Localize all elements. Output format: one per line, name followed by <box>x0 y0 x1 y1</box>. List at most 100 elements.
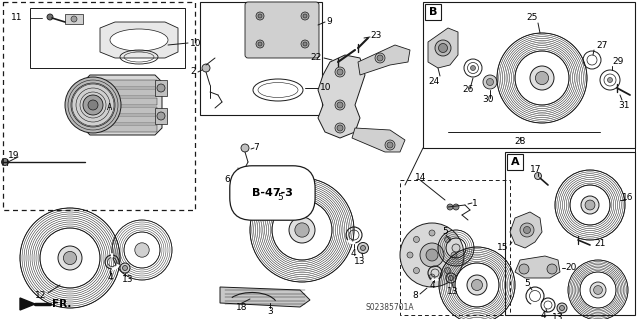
Text: 10: 10 <box>320 84 332 93</box>
Circle shape <box>135 243 149 257</box>
Text: 5: 5 <box>277 194 283 203</box>
Circle shape <box>547 264 557 274</box>
Bar <box>87 125 157 132</box>
Text: 6: 6 <box>224 175 230 184</box>
Text: 19: 19 <box>8 151 19 160</box>
Circle shape <box>256 40 264 48</box>
Circle shape <box>360 246 365 250</box>
Circle shape <box>559 306 564 310</box>
Circle shape <box>258 42 262 46</box>
Text: 13: 13 <box>447 286 459 295</box>
Circle shape <box>295 223 309 237</box>
Bar <box>400 180 510 315</box>
Circle shape <box>83 95 103 115</box>
Bar <box>87 107 157 114</box>
Bar <box>200 2 322 115</box>
Text: A: A <box>511 157 519 167</box>
Circle shape <box>65 77 121 133</box>
Circle shape <box>1 159 8 166</box>
Circle shape <box>337 69 343 75</box>
Text: 29: 29 <box>612 57 623 66</box>
Polygon shape <box>20 298 35 310</box>
Circle shape <box>301 40 309 48</box>
Circle shape <box>581 196 599 214</box>
Circle shape <box>58 246 82 270</box>
Text: FR.: FR. <box>52 299 72 309</box>
Text: 4: 4 <box>108 273 114 283</box>
Bar <box>3 2 195 210</box>
Bar <box>87 80 157 87</box>
Text: 5: 5 <box>442 227 448 236</box>
Circle shape <box>429 274 435 280</box>
Polygon shape <box>100 22 178 58</box>
Polygon shape <box>358 45 410 75</box>
Circle shape <box>289 217 315 243</box>
Circle shape <box>585 200 595 210</box>
Text: 10: 10 <box>190 39 202 48</box>
Polygon shape <box>515 256 560 278</box>
Circle shape <box>590 282 606 298</box>
Bar <box>65 14 83 24</box>
Circle shape <box>472 279 483 291</box>
Polygon shape <box>428 28 458 68</box>
Circle shape <box>420 243 444 267</box>
Circle shape <box>377 55 383 61</box>
Circle shape <box>470 65 476 70</box>
Circle shape <box>301 12 309 20</box>
Circle shape <box>358 242 369 254</box>
Circle shape <box>303 42 307 46</box>
Circle shape <box>385 140 395 150</box>
Text: 18: 18 <box>236 303 248 313</box>
Circle shape <box>536 71 548 85</box>
Circle shape <box>438 43 447 53</box>
Circle shape <box>453 204 459 210</box>
Bar <box>505 152 635 315</box>
Text: 7: 7 <box>253 144 259 152</box>
Text: 8: 8 <box>412 291 418 300</box>
Polygon shape <box>318 55 365 138</box>
Text: 24: 24 <box>428 78 439 86</box>
Circle shape <box>88 100 98 110</box>
Circle shape <box>375 53 385 63</box>
Circle shape <box>157 84 165 92</box>
Circle shape <box>335 67 345 77</box>
Circle shape <box>486 78 493 85</box>
Circle shape <box>520 223 534 237</box>
Text: 23: 23 <box>370 32 381 41</box>
Text: 16: 16 <box>622 194 634 203</box>
Text: 9: 9 <box>326 18 332 26</box>
Circle shape <box>335 100 345 110</box>
Bar <box>87 98 157 105</box>
Text: 28: 28 <box>515 137 525 146</box>
Text: 12: 12 <box>35 292 46 300</box>
FancyBboxPatch shape <box>245 2 319 58</box>
Text: 2: 2 <box>190 68 196 77</box>
Bar <box>30 8 185 68</box>
Text: 11: 11 <box>10 13 22 23</box>
Circle shape <box>483 75 497 89</box>
Bar <box>155 108 167 124</box>
Circle shape <box>120 263 130 273</box>
Circle shape <box>607 78 612 83</box>
Ellipse shape <box>110 29 168 51</box>
Circle shape <box>71 16 77 22</box>
Text: 13: 13 <box>552 314 564 319</box>
Circle shape <box>445 236 451 242</box>
Text: 4: 4 <box>429 281 435 291</box>
Circle shape <box>445 268 451 274</box>
Circle shape <box>71 83 115 127</box>
Text: 30: 30 <box>483 95 493 105</box>
Circle shape <box>387 142 393 148</box>
Text: 27: 27 <box>596 41 607 49</box>
Text: 15: 15 <box>497 243 508 253</box>
Circle shape <box>534 173 541 180</box>
Text: 25: 25 <box>526 13 538 23</box>
Text: 4: 4 <box>540 310 546 319</box>
Polygon shape <box>510 212 542 248</box>
Circle shape <box>258 14 262 18</box>
Polygon shape <box>220 287 310 307</box>
Circle shape <box>202 64 210 72</box>
Circle shape <box>303 14 307 18</box>
Circle shape <box>452 244 460 252</box>
Polygon shape <box>83 75 162 135</box>
